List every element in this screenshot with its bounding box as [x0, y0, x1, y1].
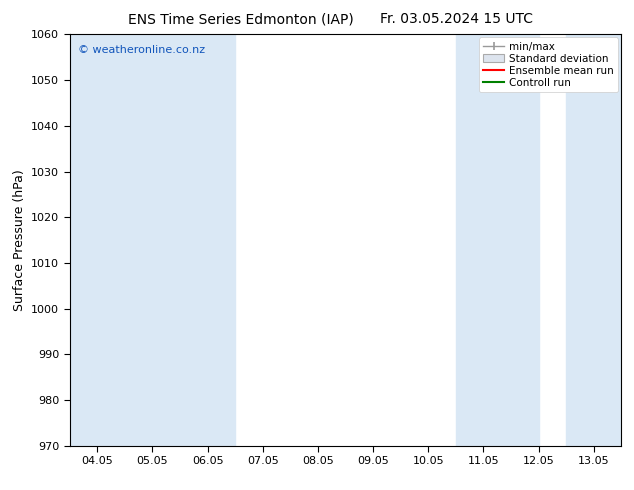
Y-axis label: Surface Pressure (hPa): Surface Pressure (hPa) [13, 169, 25, 311]
Legend: min/max, Standard deviation, Ensemble mean run, Controll run: min/max, Standard deviation, Ensemble me… [479, 37, 618, 92]
Text: ENS Time Series Edmonton (IAP): ENS Time Series Edmonton (IAP) [128, 12, 354, 26]
Bar [456, 34, 538, 446]
Bar [180, 34, 235, 446]
Bar [566, 34, 627, 446]
Text: © weatheronline.co.nz: © weatheronline.co.nz [78, 45, 205, 54]
Bar [70, 34, 180, 446]
Text: Fr. 03.05.2024 15 UTC: Fr. 03.05.2024 15 UTC [380, 12, 533, 26]
